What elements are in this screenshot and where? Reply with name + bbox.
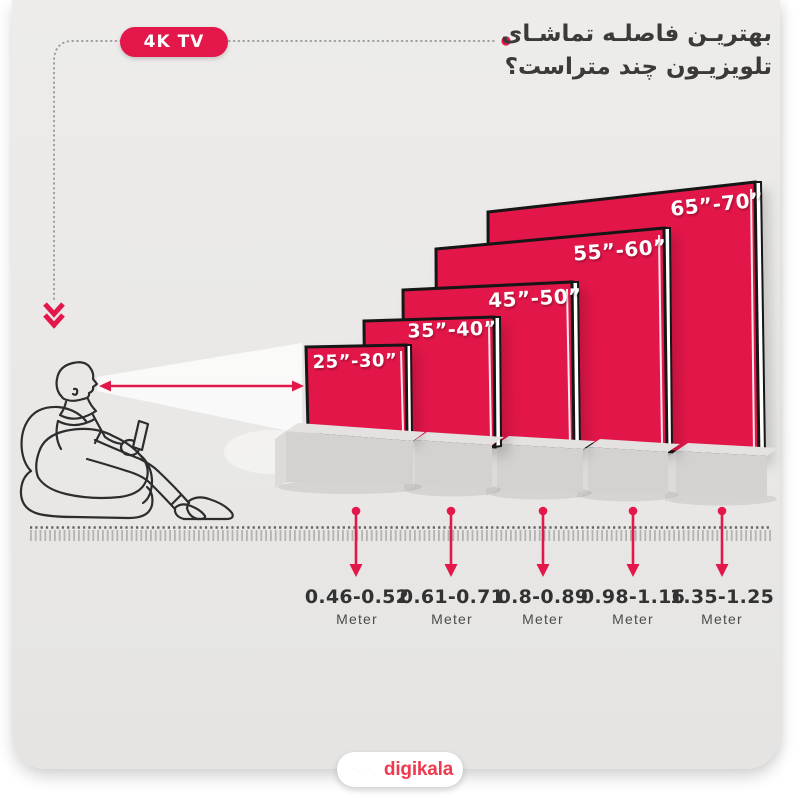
distance-label-group: 0.98-1.16 Meter xyxy=(573,586,693,627)
pedestal-4 xyxy=(577,439,680,502)
distance-marker-3 xyxy=(536,506,550,577)
4k-tv-badge: 4K TV xyxy=(120,27,228,57)
distance-marker-5 xyxy=(715,506,729,577)
distance-markers xyxy=(349,506,729,577)
distance-label-group: 0.46-0.52 Meter xyxy=(297,586,417,627)
distance-value: 0.46-0.52 xyxy=(304,586,410,608)
person-head xyxy=(55,361,99,402)
dotted-connector-right xyxy=(228,36,511,46)
person-torso xyxy=(55,419,63,451)
floor-ruler xyxy=(30,526,771,541)
distance-value: 0.8-0.89 xyxy=(497,586,589,608)
digikala-smile-icon xyxy=(349,763,375,773)
person-illustration xyxy=(55,361,234,521)
person-legs xyxy=(85,438,160,485)
distance-unit: Meter xyxy=(701,611,743,627)
pedestal-5 xyxy=(665,443,779,506)
distance-marker-1 xyxy=(349,506,363,577)
person-collar xyxy=(56,397,98,427)
distance-double-arrow xyxy=(99,380,304,392)
viewing-beam xyxy=(97,343,302,434)
chevron-down-icon xyxy=(43,302,65,329)
dotted-connector-left xyxy=(43,40,122,329)
distance-unit: Meter xyxy=(431,611,473,627)
distance-unit: Meter xyxy=(612,611,654,627)
armchair-illustration xyxy=(19,405,154,520)
tv-size-label: 25”-30” xyxy=(312,349,398,374)
distance-value: 1.35-1.25 xyxy=(669,586,775,608)
title-line-1: بهتریـن فاصلـه تماشـای xyxy=(501,21,772,47)
person-foot-back xyxy=(173,503,207,521)
person-shins xyxy=(148,469,191,511)
person-foot-front xyxy=(185,496,234,521)
person-ear xyxy=(71,387,79,396)
distance-unit: Meter xyxy=(522,611,564,627)
pedestal-3 xyxy=(486,436,595,500)
distance-label-group: 1.35-1.25 Meter xyxy=(662,586,782,627)
distance-value: 0.98-1.16 xyxy=(580,586,686,608)
distance-label-group: 0.61-0.71 Meter xyxy=(392,586,512,627)
distance-marker-4 xyxy=(626,506,640,577)
digikala-wordmark: digikala xyxy=(383,758,454,780)
distance-unit: Meter xyxy=(336,611,378,627)
distance-value: 0.61-0.71 xyxy=(399,586,505,608)
remote-control xyxy=(131,419,150,452)
page-title: بهتریـن فاصلـه تماشـای تلویزیـون چند متر… xyxy=(501,18,772,84)
red-dot xyxy=(501,36,511,46)
distance-label-group: 0.8-0.89 Meter xyxy=(483,586,603,627)
digikala-logo: digikala xyxy=(337,752,463,787)
distance-marker-2 xyxy=(444,506,458,577)
pedestal-1 xyxy=(275,423,425,494)
title-line-2: تلویزیـون چند متراست؟ xyxy=(504,54,772,80)
